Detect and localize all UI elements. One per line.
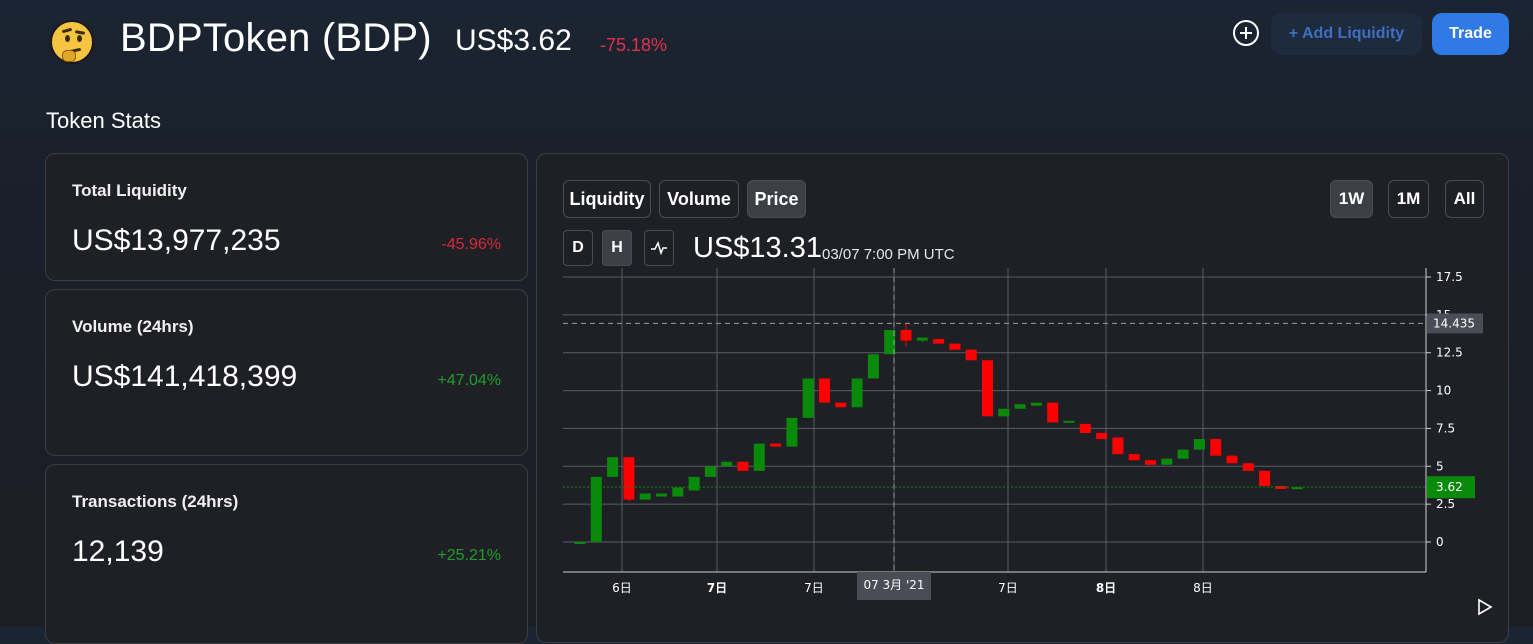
chart-current-price: US$13.31 — [693, 232, 822, 264]
candle — [1014, 404, 1026, 409]
x-tick-label: 7日 — [804, 581, 824, 595]
range-1m[interactable]: 1M — [1388, 180, 1429, 218]
add-liquidity-button[interactable]: + Add Liquidity — [1271, 13, 1422, 55]
interval-daily-button[interactable]: D — [563, 230, 593, 266]
x-tick-label: 6日 — [612, 581, 632, 595]
stat-value: US$13,977,235 — [72, 224, 281, 257]
price-change-badge: -75.18% — [600, 35, 668, 55]
range-all[interactable]: All — [1445, 180, 1484, 218]
stat-label: Volume (24hrs) — [72, 317, 194, 336]
candle — [1030, 402, 1042, 406]
range-1w[interactable]: 1W — [1330, 180, 1373, 218]
candle — [737, 461, 749, 471]
candle — [721, 461, 733, 467]
x-tick-label: 8日 — [1193, 581, 1213, 595]
candle — [1259, 470, 1271, 486]
candle — [965, 349, 977, 361]
price-chart-panel: Liquidity Volume Price 1W 1M All D H US$… — [536, 153, 1509, 643]
tab-volume[interactable]: Volume — [659, 180, 739, 218]
candle — [949, 343, 961, 350]
section-title: Token Stats — [46, 108, 161, 133]
tab-liquidity[interactable]: Liquidity — [563, 180, 651, 218]
stat-card-total-liquidity: Total Liquidity US$13,977,235 -45.96% — [45, 153, 528, 281]
candle — [1096, 432, 1108, 440]
candle — [672, 487, 684, 497]
candle — [916, 337, 928, 341]
candle — [802, 378, 814, 418]
trade-button[interactable]: Trade — [1432, 13, 1509, 55]
candle — [1226, 455, 1238, 464]
play-icon[interactable] — [1477, 598, 1493, 616]
add-to-watchlist-icon[interactable] — [1233, 20, 1259, 46]
candle — [998, 408, 1010, 417]
stat-value: US$141,418,399 — [72, 360, 298, 393]
candle — [753, 443, 765, 471]
candle — [1047, 402, 1059, 423]
candle — [1193, 439, 1205, 450]
candle — [688, 476, 700, 491]
token-price: US$3.62 — [455, 24, 572, 57]
thinking-face-icon — [50, 20, 94, 64]
candle — [819, 378, 830, 403]
stat-change: -45.96% — [441, 236, 501, 253]
candle — [590, 476, 602, 542]
y-tick-label: 10 — [1436, 384, 1451, 398]
candle — [786, 417, 798, 447]
last-price-box — [1427, 476, 1475, 499]
candle — [867, 354, 879, 379]
candle — [1063, 420, 1075, 423]
tab-price[interactable]: Price — [747, 180, 806, 218]
last-price-label: 3.62 — [1436, 480, 1463, 494]
y-tick-label: 0 — [1436, 535, 1444, 549]
candle — [933, 339, 945, 344]
candle — [1210, 439, 1222, 456]
stat-card-volume: Volume (24hrs) US$141,418,399 +47.04% — [45, 289, 528, 456]
crosshair-date-box — [857, 572, 931, 600]
candle — [851, 378, 863, 408]
x-tick-label: 7日 — [707, 581, 727, 595]
chart-current-time: 03/07 7:00 PM UTC — [822, 246, 955, 263]
stat-change: +25.21% — [437, 547, 501, 564]
candle — [574, 542, 586, 544]
candle — [656, 493, 667, 497]
interval-hourly-button[interactable]: H — [602, 230, 632, 266]
candle — [1291, 487, 1303, 490]
y-tick-label: 5 — [1436, 459, 1444, 473]
stat-value: 12,139 — [72, 535, 164, 568]
y-tick-label: 17.5 — [1436, 270, 1463, 284]
crosshair-date-label: 07 3月 '21 — [863, 578, 924, 592]
x-tick-label: 8日 — [1096, 581, 1116, 595]
line-chart-toggle-icon[interactable] — [644, 230, 674, 266]
token-name: BDPToken (BDP) — [120, 16, 432, 60]
candle — [982, 360, 993, 417]
candle — [770, 443, 782, 447]
hover-price-label: 14.435 — [1433, 316, 1475, 330]
stat-change: +47.04% — [437, 372, 501, 389]
candle — [900, 330, 912, 341]
y-tick-label: 7.5 — [1436, 421, 1455, 435]
x-tick-label: 7日 — [998, 581, 1018, 595]
candle — [1242, 463, 1254, 471]
candle — [639, 493, 651, 500]
token-header: BDPToken (BDP) US$3.62 -75.18% + Add Liq… — [0, 0, 1533, 90]
stat-label: Transactions (24hrs) — [72, 492, 239, 511]
hover-price-box — [1427, 313, 1483, 334]
stat-card-transactions: Transactions (24hrs) 12,139 +25.21% — [45, 464, 528, 644]
candle — [884, 330, 896, 355]
candle — [1161, 458, 1173, 465]
y-tick-label: 12.5 — [1436, 346, 1463, 360]
candle — [835, 402, 847, 408]
candle — [1145, 460, 1156, 465]
candle — [704, 466, 716, 477]
stat-label: Total Liquidity — [72, 181, 187, 200]
candle — [1079, 423, 1091, 433]
y-tick-label: 2.5 — [1436, 497, 1455, 511]
candle — [1128, 454, 1140, 461]
candle — [623, 457, 635, 500]
candle — [1112, 437, 1124, 455]
candle — [1177, 449, 1189, 459]
candle — [607, 457, 619, 477]
